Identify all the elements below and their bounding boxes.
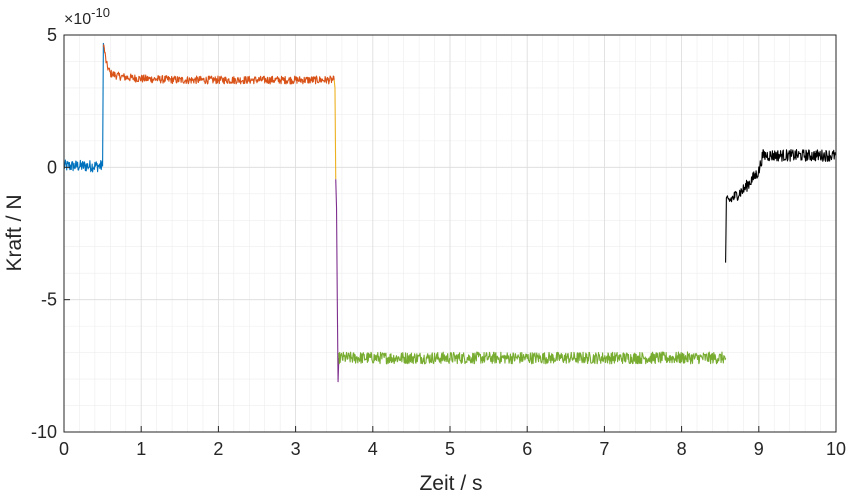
x-tick-label: 6 [522,439,532,459]
y-tick-label: -10 [31,422,57,442]
x-tick-label: 3 [291,439,301,459]
x-tick-label: 9 [754,439,764,459]
x-tick-label: 7 [599,439,609,459]
exponent-power: -10 [91,5,110,20]
x-tick-label: 10 [826,439,846,459]
series-line-1 [63,42,104,173]
y-axis-label: Kraft / N [3,194,26,271]
axes [63,34,837,433]
x-tick-label: 4 [368,439,378,459]
x-tick-label: 8 [677,439,687,459]
series-line-3 [333,79,337,180]
tick-labels: 0 1 2 3 4 5 6 7 8 9 10 -10 -5 0 5 [31,25,846,459]
series-line-6 [725,148,837,263]
series-line-5 [338,351,727,365]
major-grid [63,34,837,433]
y-tick-label: -5 [41,290,57,310]
y-tick-label: 5 [47,25,57,45]
x-tick-label: 1 [136,439,146,459]
series-layer [63,42,837,383]
x-axis-label: Zeit / s [419,472,482,495]
x-tick-label: 2 [213,439,223,459]
x-tick-label: 5 [445,439,455,459]
series-line-2 [102,44,335,85]
x-tick-label: 0 [59,439,69,459]
exponent-label: ×10-10 [64,5,110,28]
exponent-base: ×10 [64,11,91,28]
series-line-4 [335,179,340,383]
y-tick-label: 0 [47,157,57,177]
